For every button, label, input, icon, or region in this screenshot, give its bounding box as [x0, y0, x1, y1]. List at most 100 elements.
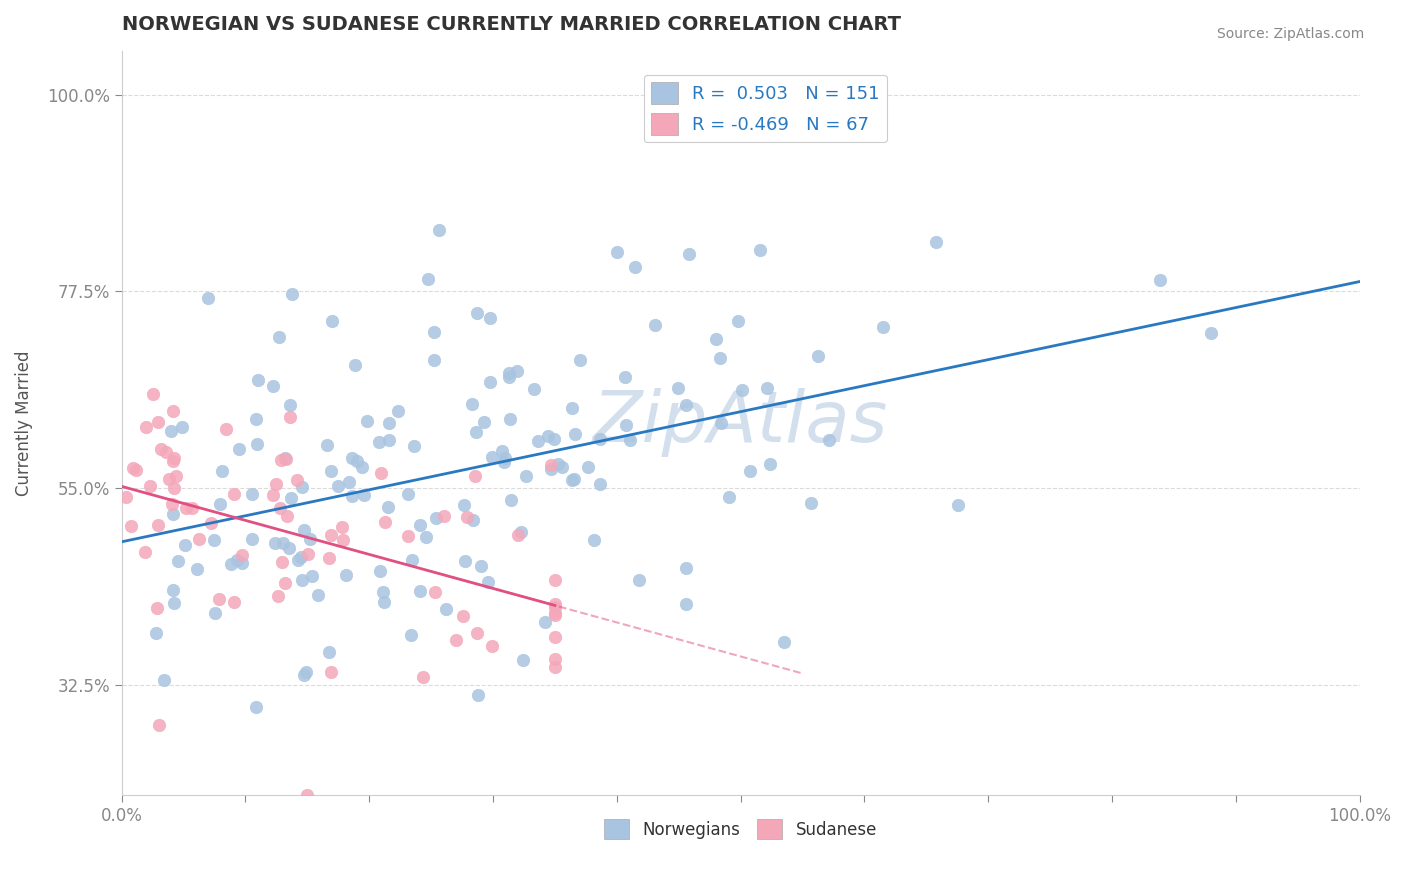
Point — [464, 469, 486, 483]
Text: Source: ZipAtlas.com: Source: ZipAtlas.com — [1216, 27, 1364, 41]
Point — [561, 401, 583, 415]
Point — [544, 606, 567, 620]
Point — [202, 533, 225, 548]
Point — [291, 480, 314, 494]
Point — [245, 700, 267, 714]
Point — [773, 635, 796, 649]
Point — [872, 320, 894, 334]
Point — [675, 398, 697, 412]
Point — [396, 528, 419, 542]
Point — [576, 459, 599, 474]
Point — [204, 606, 226, 620]
Point — [540, 458, 562, 473]
Point — [240, 487, 263, 501]
Point — [340, 451, 363, 466]
Point — [163, 596, 186, 610]
Point — [278, 541, 301, 555]
Point — [547, 457, 569, 471]
Point — [197, 291, 219, 305]
Point — [280, 410, 302, 425]
Point — [425, 510, 447, 524]
Point — [292, 667, 315, 681]
Point — [582, 533, 605, 548]
Point — [370, 564, 392, 578]
Point — [370, 466, 392, 480]
Point — [544, 574, 567, 588]
Point — [264, 477, 287, 491]
Point — [162, 404, 184, 418]
Point — [415, 529, 437, 543]
Point — [492, 454, 515, 468]
Point — [219, 558, 242, 572]
Point — [353, 488, 375, 502]
Point — [245, 411, 267, 425]
Point — [337, 475, 360, 489]
Point — [146, 415, 169, 429]
Point — [494, 451, 516, 466]
Point — [290, 549, 312, 564]
Point — [163, 451, 186, 466]
Point — [160, 424, 183, 438]
Point — [423, 353, 446, 368]
Point — [142, 386, 165, 401]
Point — [568, 352, 591, 367]
Point — [134, 545, 156, 559]
Point — [422, 326, 444, 340]
Point — [499, 412, 522, 426]
Point — [318, 645, 340, 659]
Point — [477, 574, 499, 589]
Point — [173, 539, 195, 553]
Point — [456, 510, 478, 524]
Point — [427, 223, 450, 237]
Point — [589, 477, 612, 491]
Point — [412, 670, 434, 684]
Point — [444, 632, 467, 647]
Point — [326, 479, 349, 493]
Point — [240, 532, 263, 546]
Point — [675, 597, 697, 611]
Point — [165, 469, 187, 483]
Point — [614, 418, 637, 433]
Point — [160, 497, 183, 511]
Point — [263, 536, 285, 550]
Point — [377, 500, 399, 515]
Point — [461, 397, 484, 411]
Point — [276, 508, 298, 523]
Point — [276, 451, 298, 466]
Point — [544, 607, 567, 622]
Point — [756, 381, 779, 395]
Point — [318, 550, 340, 565]
Point — [246, 373, 269, 387]
Point — [356, 414, 378, 428]
Point — [537, 429, 560, 443]
Point — [278, 398, 301, 412]
Point — [467, 688, 489, 702]
Point — [710, 416, 733, 430]
Point — [330, 520, 353, 534]
Point — [267, 589, 290, 603]
Point — [269, 501, 291, 516]
Point — [200, 516, 222, 530]
Point — [619, 434, 641, 448]
Point — [162, 583, 184, 598]
Point — [224, 486, 246, 500]
Point — [925, 235, 948, 249]
Point — [180, 501, 202, 516]
Point — [453, 498, 475, 512]
Point — [498, 366, 520, 380]
Point — [800, 496, 823, 510]
Point — [152, 673, 174, 688]
Point — [491, 444, 513, 458]
Point — [208, 497, 231, 511]
Point — [704, 332, 727, 346]
Point — [498, 369, 520, 384]
Point — [174, 500, 197, 515]
Y-axis label: Currently Married: Currently Married — [15, 350, 32, 496]
Point — [342, 489, 364, 503]
Point — [807, 349, 830, 363]
Point — [675, 561, 697, 575]
Point — [145, 625, 167, 640]
Point — [544, 659, 567, 673]
Point — [270, 453, 292, 467]
Point — [211, 464, 233, 478]
